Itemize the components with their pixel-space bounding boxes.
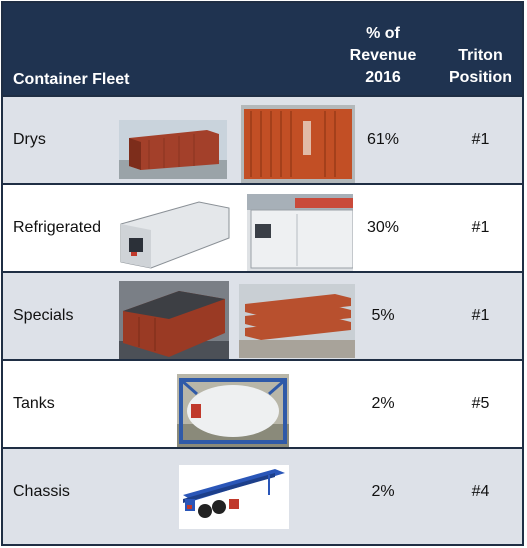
flat-rack-containers-photo [239,284,355,358]
dry-container-photo [119,120,227,179]
row-name: Drys [13,131,46,148]
row-revenue: 61% [366,131,400,148]
triton-reefer-container-photo [247,194,353,272]
table-row-drys: Drys [3,95,522,183]
table-row-tanks: Tanks 2% #5 [3,359,522,448]
header-revenue-line1: % of [366,25,400,42]
row-name: Specials [13,307,74,324]
header-revenue-line2: Revenue [349,47,417,64]
row-position: #5 [471,395,490,412]
row-revenue: 2% [371,395,395,412]
row-name: Tanks [13,395,55,412]
row-position: #1 [471,219,490,236]
row-revenue: 2% [371,483,395,500]
row-revenue: 30% [366,219,400,236]
table-header: Container Fleet % of Revenue 2016 Triton… [3,3,522,95]
tank-container-photo [177,374,289,448]
row-position: #4 [471,483,490,500]
row-position: #1 [471,307,490,324]
triton-dry-container-photo [241,105,355,183]
header-position-line2: Position [448,69,513,86]
table-row-refrigerated: Refrigerated 30% #1 [3,183,522,272]
header-triton-position: Triton Position [438,45,523,89]
table-row-specials: Specials 5% [3,271,522,361]
row-name: Chassis [13,483,70,500]
reefer-container-photo [119,194,231,272]
header-revenue: % of Revenue 2016 [343,23,423,89]
chassis-trailer-photo [179,465,289,529]
row-revenue: 5% [371,307,395,324]
row-position: #1 [471,131,490,148]
header-container-fleet: Container Fleet [13,71,130,88]
open-top-container-photo [119,281,229,361]
header-position-line1: Triton [458,47,503,64]
row-name: Refrigerated [13,219,102,236]
table-row-chassis: Chassis 2% #4 [3,447,522,544]
header-revenue-line3: 2016 [365,69,401,86]
